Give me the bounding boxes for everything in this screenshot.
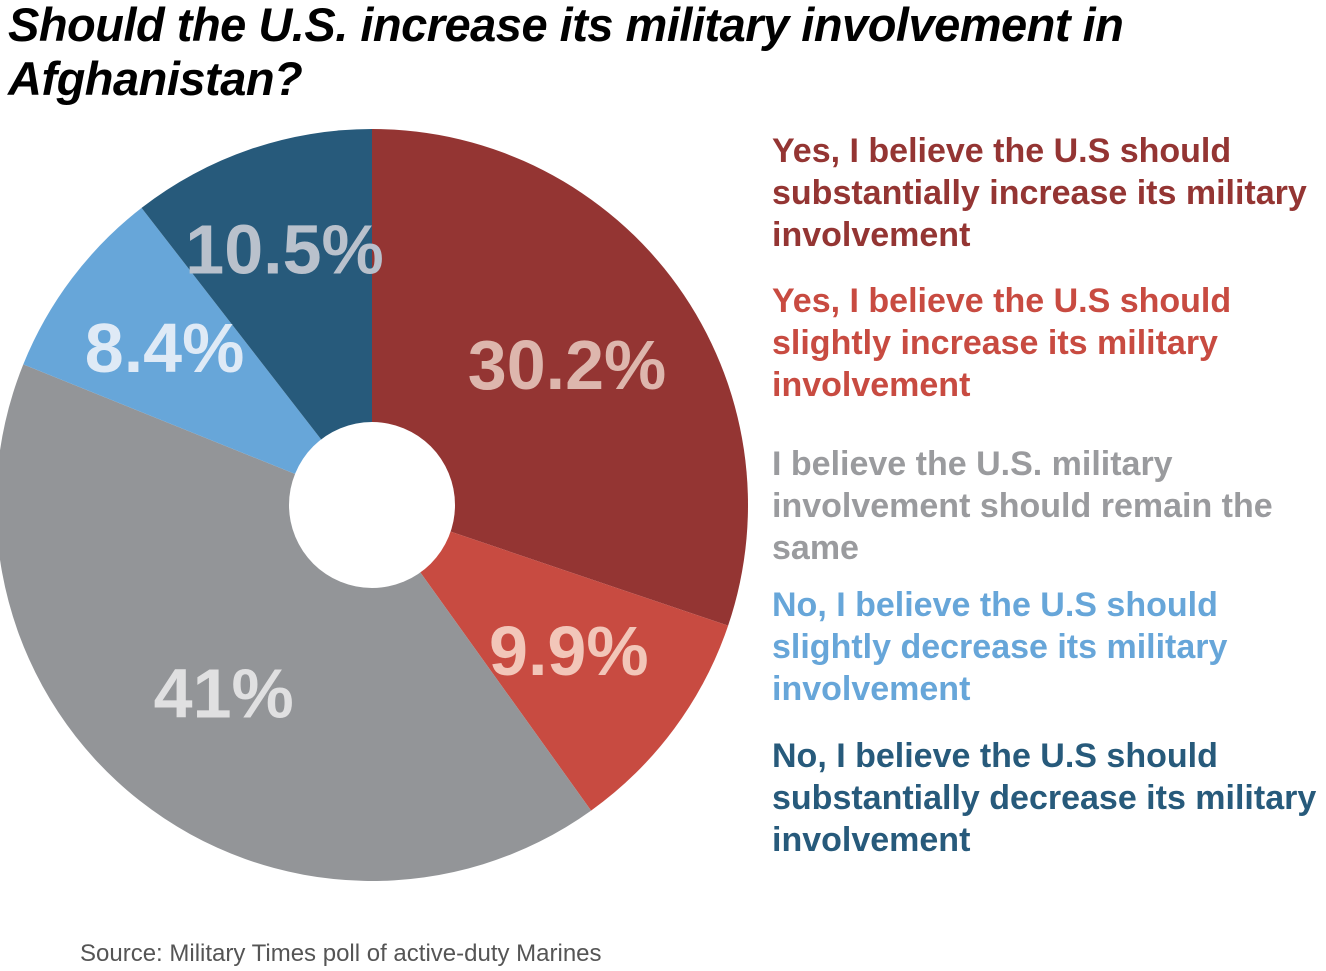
legend-entry: No, I believe the U.S should slightly de… <box>772 586 1228 708</box>
slice-data-label: 30.2% <box>468 326 666 404</box>
legend-entry: Yes, I believe the U.S should slightly i… <box>772 282 1232 404</box>
pie-slice <box>372 129 748 626</box>
pie-slice <box>0 364 592 881</box>
donut-hole <box>289 422 455 588</box>
pie-slice <box>372 505 729 811</box>
pie-slice <box>141 129 372 505</box>
slice-data-label: 9.9% <box>489 612 649 690</box>
slice-data-label: 8.4% <box>85 309 245 387</box>
source-note: Source: Military Times poll of active-du… <box>80 940 602 967</box>
legend-entry: Yes, I believe the U.S should substantia… <box>772 132 1307 254</box>
chart-title: Should the U.S. increase its military in… <box>8 0 1124 105</box>
pie-slice <box>23 207 373 505</box>
legend-entry: No, I believe the U.S should substantial… <box>772 737 1317 859</box>
legend-entry: I believe the U.S. military involvement … <box>772 445 1273 567</box>
slice-data-label: 10.5% <box>185 211 383 289</box>
slice-data-label: 41% <box>154 655 294 733</box>
donut-chart: 30.2% 9.9% 41% 8.4% 10.5% <box>0 129 748 881</box>
